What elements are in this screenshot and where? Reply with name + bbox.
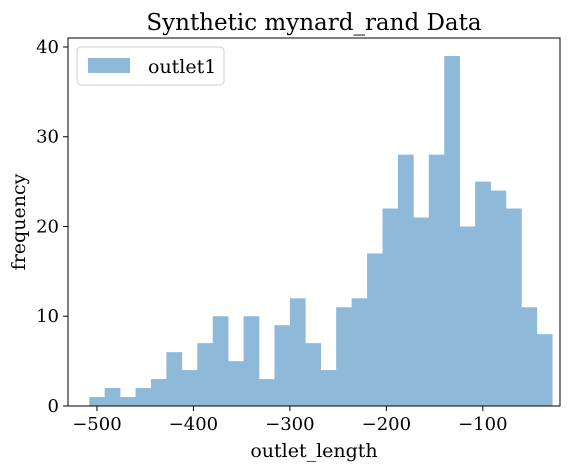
legend-box [76,46,225,86]
histogram-bar [274,325,291,406]
histogram-bar [397,154,414,406]
histogram-bar [367,253,383,406]
y-tick-label: 20 [36,216,59,237]
y-axis-label: frequency [8,173,30,270]
histogram-bar [305,343,322,406]
histogram-bar [212,316,229,406]
histogram-bar [320,370,337,406]
histogram-bar [89,397,105,406]
y-tick-label: 0 [48,396,59,417]
x-tick-label: −300 [265,414,314,435]
histogram-bar [536,334,553,406]
x-tick-label: −100 [458,414,507,435]
histogram-bar [104,388,121,406]
histogram-bar [490,190,507,406]
histogram-bar [197,343,214,406]
histogram-bar [228,361,244,406]
legend: outlet1 [76,46,225,86]
histogram-bar [505,208,522,406]
histogram-bar [444,55,460,406]
legend-label: outlet1 [148,56,216,78]
plot-frame [67,37,561,407]
y-tick-label: 40 [36,37,59,58]
y-tick-label: 10 [36,306,59,327]
histogram-bar [150,379,167,406]
x-tick-label: −200 [362,414,411,435]
histogram-bar [521,307,538,406]
histogram-bar [336,307,352,406]
y-tick-label: 30 [36,127,59,148]
histogram-bar [181,370,198,406]
histogram-bar [459,226,476,406]
histogram-bar [135,388,152,406]
x-tick-label: −400 [169,414,218,435]
bars-layer [89,55,553,406]
chart-title: Synthetic mynard_rand Data [146,10,482,36]
histogram-bar [351,298,368,406]
x-axis-ticks: −500 −400 −300 −200 −100 [72,406,508,435]
histogram-bar [120,397,136,406]
x-tick-label: −500 [72,414,121,435]
histogram-bar [475,181,491,406]
legend-swatch [88,58,130,73]
histogram-bar [413,217,430,406]
histogram-bar [243,316,260,406]
histogram-bar [289,298,306,406]
histogram-bar [428,154,445,406]
histogram-bar [259,379,275,406]
y-axis-ticks: 0 10 20 30 40 [36,37,68,417]
histogram-bar [382,208,399,406]
histogram-bar [166,352,183,406]
x-axis-label: outlet_length [250,440,377,462]
